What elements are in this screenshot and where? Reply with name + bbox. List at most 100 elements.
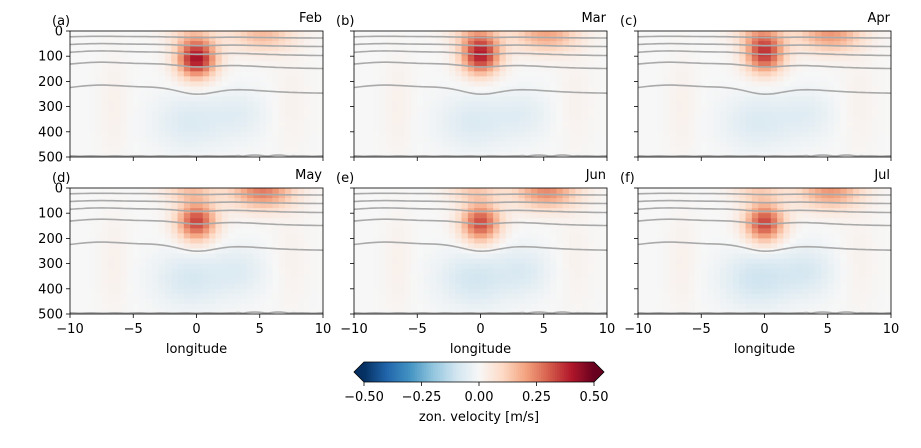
heatmap-cell bbox=[304, 238, 311, 244]
heatmap-cell bbox=[594, 71, 602, 77]
heatmap-cell bbox=[310, 238, 318, 244]
heatmap-cell bbox=[859, 31, 867, 37]
heatmap-cell bbox=[404, 188, 412, 194]
heatmap-cell bbox=[196, 273, 204, 280]
heatmap-cell bbox=[758, 41, 765, 47]
heatmap-cell bbox=[524, 303, 532, 310]
contour-line bbox=[637, 50, 891, 57]
heatmap-cell bbox=[82, 223, 90, 229]
heatmap-cell bbox=[581, 96, 589, 102]
heatmap-cell bbox=[783, 71, 791, 77]
heatmap-cell bbox=[259, 308, 267, 315]
heatmap-cell bbox=[120, 293, 128, 300]
heatmap-cell bbox=[101, 151, 109, 158]
heatmap-cell bbox=[726, 121, 734, 128]
heatmap-cell bbox=[802, 126, 810, 133]
heatmap-cell bbox=[354, 141, 361, 148]
heatmap-cell bbox=[372, 71, 380, 77]
heatmap-cell bbox=[404, 223, 412, 229]
heatmap-cell bbox=[872, 31, 879, 37]
heatmap-cell bbox=[815, 91, 822, 97]
heatmap-cell bbox=[543, 76, 551, 82]
heatmap-cell bbox=[872, 116, 879, 123]
heatmap-cell bbox=[531, 76, 538, 82]
heatmap-cell bbox=[285, 213, 292, 219]
heatmap-cell bbox=[512, 31, 519, 37]
heatmap-cell bbox=[297, 298, 305, 305]
heatmap-cell bbox=[865, 136, 873, 143]
heatmap-cell bbox=[209, 258, 216, 264]
heatmap-cell bbox=[164, 56, 172, 62]
heatmap-cell bbox=[537, 136, 545, 143]
heatmap-cell bbox=[202, 303, 210, 310]
heatmap-cell bbox=[164, 51, 172, 57]
heatmap-cell bbox=[88, 213, 96, 219]
heatmap-cell bbox=[107, 208, 115, 214]
heatmap-cell bbox=[152, 303, 159, 310]
heatmap-cell bbox=[88, 308, 96, 315]
heatmap-cell bbox=[158, 141, 166, 148]
heatmap-cell bbox=[70, 293, 77, 300]
heatmap-cell bbox=[196, 71, 204, 77]
heatmap-cell bbox=[247, 273, 254, 280]
heatmap-cell bbox=[550, 101, 557, 107]
heatmap-cell bbox=[713, 56, 721, 62]
heatmap-cell bbox=[884, 146, 892, 153]
heatmap-cell bbox=[152, 273, 159, 280]
heatmap-cell bbox=[107, 228, 115, 234]
heatmap-cell bbox=[120, 146, 128, 153]
heatmap-cell bbox=[126, 283, 134, 290]
heatmap-cell bbox=[107, 46, 115, 52]
heatmap-cell bbox=[713, 131, 721, 138]
heatmap-cell bbox=[707, 141, 715, 148]
heatmap-cell bbox=[569, 218, 576, 224]
heatmap-cell bbox=[379, 31, 387, 37]
heatmap-cell bbox=[745, 126, 753, 133]
heatmap-cell bbox=[853, 131, 860, 138]
heatmap-cell bbox=[461, 223, 469, 229]
heatmap-cell bbox=[713, 86, 721, 92]
heatmap-cell bbox=[701, 136, 708, 143]
heatmap-cell bbox=[133, 51, 140, 57]
heatmap-cell bbox=[202, 81, 210, 87]
heatmap-cell bbox=[177, 258, 185, 264]
heatmap-cell bbox=[556, 86, 564, 92]
heatmap-cell bbox=[95, 71, 103, 77]
heatmap-cell bbox=[285, 228, 292, 234]
heatmap-cell bbox=[569, 81, 576, 87]
heatmap-cell bbox=[310, 106, 318, 113]
heatmap-cell bbox=[808, 151, 816, 158]
heatmap-cell bbox=[682, 151, 689, 158]
heatmap-cell bbox=[865, 31, 873, 37]
heatmap-cell bbox=[76, 283, 84, 290]
heatmap-cell bbox=[531, 293, 538, 300]
heatmap-cell bbox=[360, 151, 368, 158]
heatmap-cell bbox=[278, 81, 286, 87]
heatmap-cell bbox=[253, 253, 261, 259]
heatmap-cell bbox=[682, 46, 689, 52]
heatmap-cell bbox=[101, 283, 109, 290]
heatmap-cell bbox=[442, 66, 450, 72]
heatmap-cell bbox=[70, 121, 77, 128]
heatmap-cell bbox=[467, 116, 475, 123]
heatmap-cell bbox=[556, 61, 564, 67]
heatmap-cell bbox=[423, 66, 431, 72]
heatmap-cell bbox=[215, 86, 223, 92]
heatmap-cell bbox=[366, 188, 374, 194]
heatmap-cell bbox=[101, 116, 109, 123]
heatmap-cell bbox=[240, 198, 248, 204]
heatmap-cell bbox=[88, 66, 96, 72]
heatmap-cell bbox=[228, 223, 235, 229]
heatmap-cell bbox=[379, 188, 387, 194]
heatmap-cell bbox=[853, 46, 860, 52]
heatmap-cell bbox=[884, 61, 892, 67]
heatmap-cell bbox=[70, 303, 77, 310]
heatmap-cell bbox=[145, 136, 153, 143]
heatmap-cell bbox=[285, 263, 292, 270]
heatmap-cell bbox=[808, 126, 816, 133]
heatmap-cell bbox=[379, 303, 387, 310]
heatmap-cell bbox=[82, 141, 90, 148]
heatmap-cell bbox=[417, 288, 424, 295]
heatmap-cell bbox=[569, 308, 576, 315]
heatmap-cell bbox=[240, 96, 248, 102]
